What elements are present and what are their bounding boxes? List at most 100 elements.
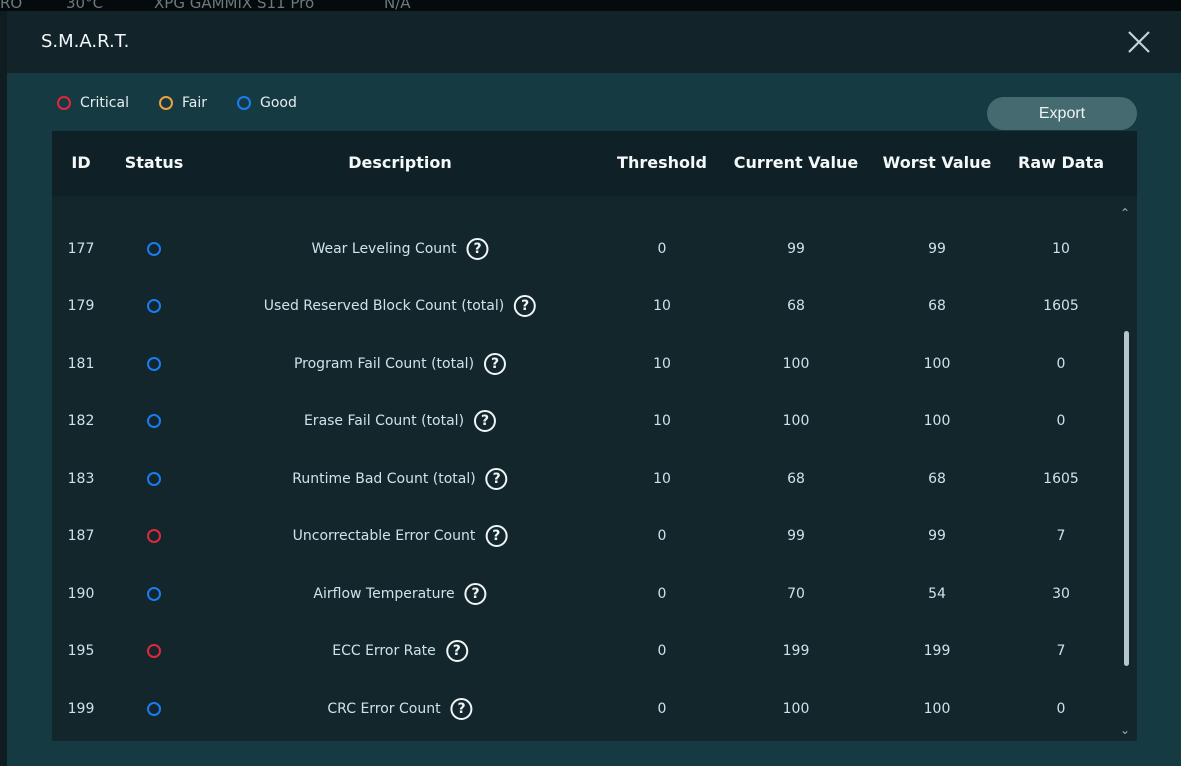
bg-text: RO [0, 0, 23, 11]
row-id: 181 [67, 355, 95, 372]
help-icon[interactable]: ? [464, 582, 487, 605]
row-current-value: 100 [782, 700, 810, 717]
help-icon[interactable]: ? [514, 295, 537, 317]
row-threshold: 0 [657, 700, 667, 717]
row-current-value: 68 [787, 470, 805, 487]
status-good-icon [147, 701, 161, 716]
row-raw-data: 30 [1052, 585, 1070, 602]
legend-label: Good [259, 95, 297, 111]
bg-drive-name: XPG GAMMIX S11 Pro [154, 0, 315, 11]
table-header: ID Status Description Threshold Current Valu… [52, 131, 1137, 196]
scrollbar-thumb[interactable] [1124, 331, 1129, 666]
row-id: 187 [67, 528, 95, 544]
row-threshold: 10 [653, 355, 671, 372]
background-app-strip: RO 30°C XPG GAMMIX S11 Pro N/A [0, 0, 1181, 11]
table-row: 181 Program Fail Count (total)? 10 100 100 0 [52, 335, 1112, 392]
row-threshold: 0 [657, 528, 667, 544]
row-current-value: 99 [787, 240, 805, 257]
row-threshold: 0 [657, 240, 667, 257]
row-raw-data: 0 [1056, 413, 1066, 429]
column-header-threshold: Threshold [617, 153, 707, 172]
row-threshold: 10 [653, 470, 671, 487]
smart-dialog: S.M.A.R.T. Critical Fair Good Export ID Sta… [7, 11, 1181, 766]
row-id: 195 [67, 643, 95, 659]
row-id: 183 [67, 470, 95, 487]
legend-fair: Fair [158, 95, 207, 111]
row-current-value: 100 [782, 355, 810, 372]
row-current-value: 199 [782, 643, 810, 659]
row-raw-data: 10 [1052, 240, 1070, 257]
bg-temperature: 30°C [66, 0, 104, 11]
dialog-title: S.M.A.R.T. [41, 31, 130, 52]
row-raw-data: 7 [1056, 528, 1066, 544]
table-row: 179 Used Reserved Block Count (total)? 10 6… [52, 278, 1112, 335]
row-worst-value: 54 [928, 585, 946, 602]
row-id: 177 [67, 240, 95, 257]
table-row: 195 ECC Error Rate? 0 199 199 7 [52, 623, 1112, 680]
status-good-icon [147, 299, 161, 313]
row-id: 199 [67, 700, 95, 717]
status-good-icon [147, 356, 161, 371]
status-ring-icon [57, 96, 71, 110]
help-icon[interactable]: ? [466, 237, 489, 260]
row-description: Uncorrectable Error Count? [293, 525, 508, 547]
description-text: Program Fail Count (total) [293, 355, 475, 372]
dialog-header: S.M.A.R.T. [7, 11, 1181, 73]
column-header-current-value: Current Value [733, 153, 859, 172]
status-critical-icon [147, 644, 161, 658]
scroll-down-arrow-icon[interactable]: ⌄ [1120, 723, 1131, 737]
help-icon[interactable]: ? [450, 697, 473, 720]
row-description: CRC Error Count? [327, 697, 473, 720]
description-text: Wear Leveling Count [311, 240, 457, 257]
row-description: Wear Leveling Count? [311, 237, 489, 260]
smart-table: ID Status Description Threshold Current Valu… [52, 131, 1137, 741]
description-text: Used Reserved Block Count (total) [263, 298, 505, 314]
row-worst-value: 100 [923, 700, 951, 717]
column-header-description: Description [348, 153, 452, 172]
row-threshold: 10 [653, 298, 671, 314]
help-icon[interactable]: ? [485, 525, 508, 547]
status-legend: Critical Fair Good [57, 95, 327, 111]
row-description: Program Fail Count (total)? [293, 352, 507, 375]
help-icon[interactable]: ? [485, 467, 508, 490]
row-worst-value: 99 [928, 240, 946, 257]
table-row: 182 Erase Fail Count (total)? 10 100 100 0 [52, 393, 1112, 450]
status-good-icon [147, 586, 161, 601]
table-row: 199 CRC Error Count? 0 100 100 0 [52, 680, 1112, 737]
export-button[interactable]: Export [987, 97, 1137, 130]
row-threshold: 0 [657, 643, 667, 659]
column-header-worst-value: Worst Value [882, 153, 992, 172]
row-current-value: 70 [787, 585, 805, 602]
row-worst-value: 68 [928, 298, 946, 314]
row-current-value: 99 [787, 528, 805, 544]
column-header-raw-data: Raw Data [1018, 153, 1104, 172]
row-id: 182 [67, 413, 95, 429]
row-description: Used Reserved Block Count (total)? [263, 295, 537, 317]
status-good-icon [147, 414, 161, 428]
legend-label: Fair [181, 95, 207, 111]
help-icon[interactable]: ? [445, 640, 468, 662]
row-raw-data: 7 [1056, 643, 1066, 659]
row-id: 179 [67, 298, 95, 314]
table-row: 190 Airflow Temperature? 0 70 54 30 [52, 565, 1112, 622]
column-header-status: Status [124, 153, 184, 172]
status-good-icon [147, 471, 161, 486]
row-description: Runtime Bad Count (total)? [292, 467, 508, 490]
column-header-id: ID [71, 153, 91, 172]
row-description: Airflow Temperature? [313, 582, 487, 605]
row-worst-value: 100 [923, 413, 951, 429]
status-good-icon [147, 241, 161, 256]
bg-status: N/A [384, 0, 411, 11]
row-worst-value: 199 [923, 643, 951, 659]
row-threshold: 10 [653, 413, 671, 429]
row-id: 190 [67, 585, 95, 602]
table-row: 183 Runtime Bad Count (total)? 10 68 68 1605 [52, 450, 1112, 507]
background-app [0, 11, 7, 766]
help-icon[interactable]: ? [484, 352, 507, 375]
help-icon[interactable]: ? [474, 410, 497, 432]
row-worst-value: 68 [928, 470, 946, 487]
scroll-up-arrow-icon[interactable]: ⌃ [1120, 206, 1131, 220]
close-icon[interactable] [1128, 31, 1150, 53]
legend-label: Critical [80, 95, 129, 111]
row-raw-data: 0 [1056, 700, 1066, 717]
